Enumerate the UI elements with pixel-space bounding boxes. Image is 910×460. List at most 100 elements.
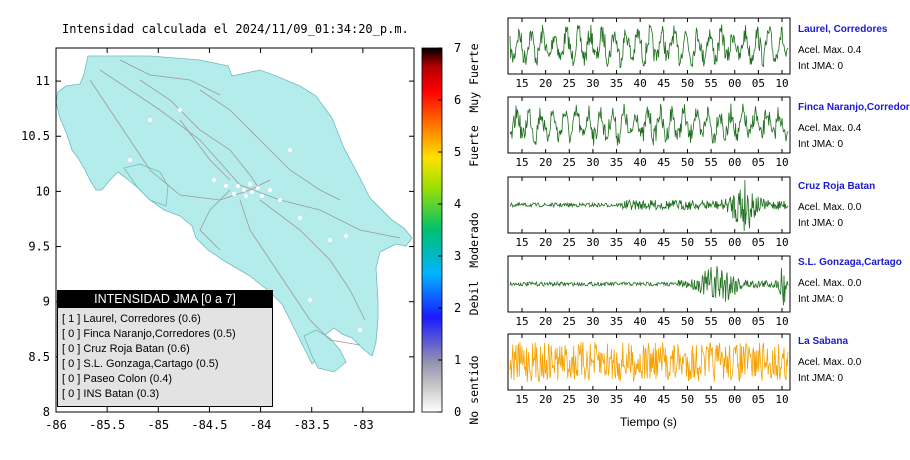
waveform-trace bbox=[509, 341, 789, 383]
waveform-xtick-label: 45 bbox=[657, 315, 670, 328]
waveform-xtick-label: 25 bbox=[563, 156, 576, 169]
waveform-xtick-label: 20 bbox=[539, 156, 552, 169]
station-accel: Acel. Max. 0.0 bbox=[798, 202, 862, 213]
waveform-panels: 15 20 25 30 35 40 45 50 55 00 05 10 15 20 25 30 35 40 45 50… bbox=[507, 17, 791, 406]
waveform-trace bbox=[509, 179, 789, 232]
waveform-xtick-label: 15 bbox=[515, 236, 528, 249]
map-ytick-label: 10 bbox=[36, 184, 50, 198]
waveform-xtick-label: 50 bbox=[681, 393, 694, 406]
waveform-xtick-label: 50 bbox=[681, 315, 694, 328]
waveform-xtick-label: 50 bbox=[681, 77, 694, 90]
waveform-xtick-label: 45 bbox=[657, 77, 670, 90]
map-ytick-label: 8 bbox=[43, 405, 50, 419]
waveform-xlabel: Tiempo (s) bbox=[620, 415, 677, 429]
waveform-xtick-label: 55 bbox=[704, 393, 717, 406]
station-intensity: Int JMA: 0 bbox=[798, 61, 844, 72]
legend-item: [ 0 ] Paseo Colon (0.4) bbox=[62, 373, 173, 385]
map-ytick-label: 10.5 bbox=[21, 129, 50, 143]
station-name: S.L. Gonzaga,Cartago bbox=[798, 257, 902, 268]
waveform-xtick-label: 30 bbox=[586, 156, 599, 169]
colorbar-category: Fuerte bbox=[467, 125, 481, 167]
waveform-xtick-label: 15 bbox=[515, 77, 528, 90]
map-ytick-label: 8.5 bbox=[28, 350, 50, 364]
legend-item: [ 0 ] INS Batan (0.3) bbox=[62, 388, 160, 400]
intensity-map: -86 -85.5 -85 -84.5 -84 -83.5 -83 11 10.5 10 9.5 9 8… bbox=[21, 47, 415, 432]
waveform-xtick-label: 25 bbox=[563, 393, 576, 406]
colorbar-tick-label: 5 bbox=[454, 145, 461, 159]
map-xtick-label: -85 bbox=[147, 418, 169, 432]
waveform-xtick-label: 55 bbox=[704, 236, 717, 249]
waveform-xtick-label: 35 bbox=[610, 315, 623, 328]
waveform-xtick-label: 15 bbox=[515, 393, 528, 406]
waveform-trace bbox=[509, 23, 789, 69]
costa-rica-region bbox=[55, 55, 413, 365]
colorbar-tick-label: 7 bbox=[454, 41, 461, 55]
waveform-xtick-label: 55 bbox=[704, 77, 717, 90]
waveform-xtick-label: 05 bbox=[752, 315, 765, 328]
waveform-xtick-label: 30 bbox=[586, 77, 599, 90]
waveform-xtick-label: 00 bbox=[728, 393, 741, 406]
waveform-xtick-label: 10 bbox=[775, 77, 788, 90]
map-ytick-label: 9.5 bbox=[28, 240, 50, 254]
map-xtick-label: -84.5 bbox=[191, 418, 227, 432]
map-title: Intensidad calculada el 2024/11/09_01:34… bbox=[62, 22, 409, 36]
legend-item: [ 0 ] Cruz Roja Batan (0.6) bbox=[62, 343, 190, 355]
waveform-xtick-label: 20 bbox=[539, 393, 552, 406]
waveform-xtick-label: 10 bbox=[775, 236, 788, 249]
intensity-colorbar: 0 1 2 3 4 5 6 7 bbox=[421, 41, 461, 419]
waveform-trace bbox=[509, 103, 789, 146]
waveform-xtick-label: 35 bbox=[610, 236, 623, 249]
waveform-xtick-label: 40 bbox=[634, 156, 647, 169]
station-accel: Acel. Max. 0.0 bbox=[798, 278, 862, 289]
road-network bbox=[89, 59, 401, 346]
waveform-xtick-label: 50 bbox=[681, 156, 694, 169]
waveform-xtick-label: 20 bbox=[539, 236, 552, 249]
waveform-xtick-label: 40 bbox=[634, 236, 647, 249]
colorbar-category: Moderado bbox=[467, 212, 481, 268]
station-info-1: Finca Naranjo,Corredores Acel. Max. 0.4 … bbox=[798, 102, 910, 150]
map-xtick-label: -86 bbox=[45, 418, 67, 432]
station-intensity: Int JMA: 0 bbox=[798, 218, 844, 229]
waveform-xtick-label: 10 bbox=[775, 315, 788, 328]
station-info-2: Cruz Roja Batan Acel. Max. 0.0 Int JMA: … bbox=[798, 181, 875, 229]
colorbar-tick-label: 4 bbox=[454, 197, 461, 211]
waveform-panel bbox=[507, 96, 791, 154]
waveform-xtick-label: 40 bbox=[634, 77, 647, 90]
legend-item: [ 0 ] S.L. Gonzaga,Cartago (0.5) bbox=[62, 358, 219, 370]
map-xtick-label: -83 bbox=[352, 418, 374, 432]
map-ytick-label: 9 bbox=[43, 295, 50, 309]
station-accel: Acel. Max. 0.4 bbox=[798, 45, 862, 56]
waveform-xtick-label: 25 bbox=[563, 315, 576, 328]
waveform-xtick-label: 00 bbox=[728, 315, 741, 328]
waveform-xtick-label: 00 bbox=[728, 156, 741, 169]
waveform-xtick-label: 45 bbox=[657, 236, 670, 249]
waveform-xtick-label: 10 bbox=[775, 156, 788, 169]
waveform-xtick-label: 20 bbox=[539, 77, 552, 90]
station-intensity: Int JMA: 0 bbox=[798, 139, 844, 150]
osa-peninsula bbox=[303, 329, 347, 373]
waveform-xtick-label: 05 bbox=[752, 77, 765, 90]
legend-item: [ 0 ] Finca Naranjo,Corredores (0.5) bbox=[62, 328, 236, 340]
station-info-3: S.L. Gonzaga,Cartago Acel. Max. 0.0 Int … bbox=[798, 257, 902, 305]
nicoya-detail bbox=[123, 163, 169, 207]
station-name: La Sabana bbox=[798, 336, 849, 347]
waveform-xtick-label: 00 bbox=[728, 77, 741, 90]
waveform-xtick-label: 35 bbox=[610, 393, 623, 406]
legend-title: INTENSIDAD JMA [0 a 7] bbox=[58, 291, 272, 308]
colorbar-tick-label: 6 bbox=[454, 93, 461, 107]
waveform-xtick-label: 45 bbox=[657, 393, 670, 406]
waveform-xtick-label: 20 bbox=[539, 315, 552, 328]
station-intensity: Int JMA: 0 bbox=[798, 373, 844, 384]
waveform-xtick-label: 40 bbox=[634, 393, 647, 406]
station-points bbox=[128, 108, 362, 332]
waveform-xtick-label: 05 bbox=[752, 156, 765, 169]
colorbar-category: No sentido bbox=[467, 355, 481, 425]
waveform-xtick-label: 30 bbox=[586, 236, 599, 249]
waveform-xtick-label: 35 bbox=[610, 156, 623, 169]
waveform-xtick-label: 35 bbox=[610, 77, 623, 90]
colorbar-category: Muy Fuerte bbox=[467, 43, 481, 113]
waveform-xtick-label: 50 bbox=[681, 236, 694, 249]
station-accel: Acel. Max. 0.0 bbox=[798, 357, 862, 368]
waveform-xtick-label: 25 bbox=[563, 236, 576, 249]
station-name: Laurel, Corredores bbox=[798, 24, 888, 35]
